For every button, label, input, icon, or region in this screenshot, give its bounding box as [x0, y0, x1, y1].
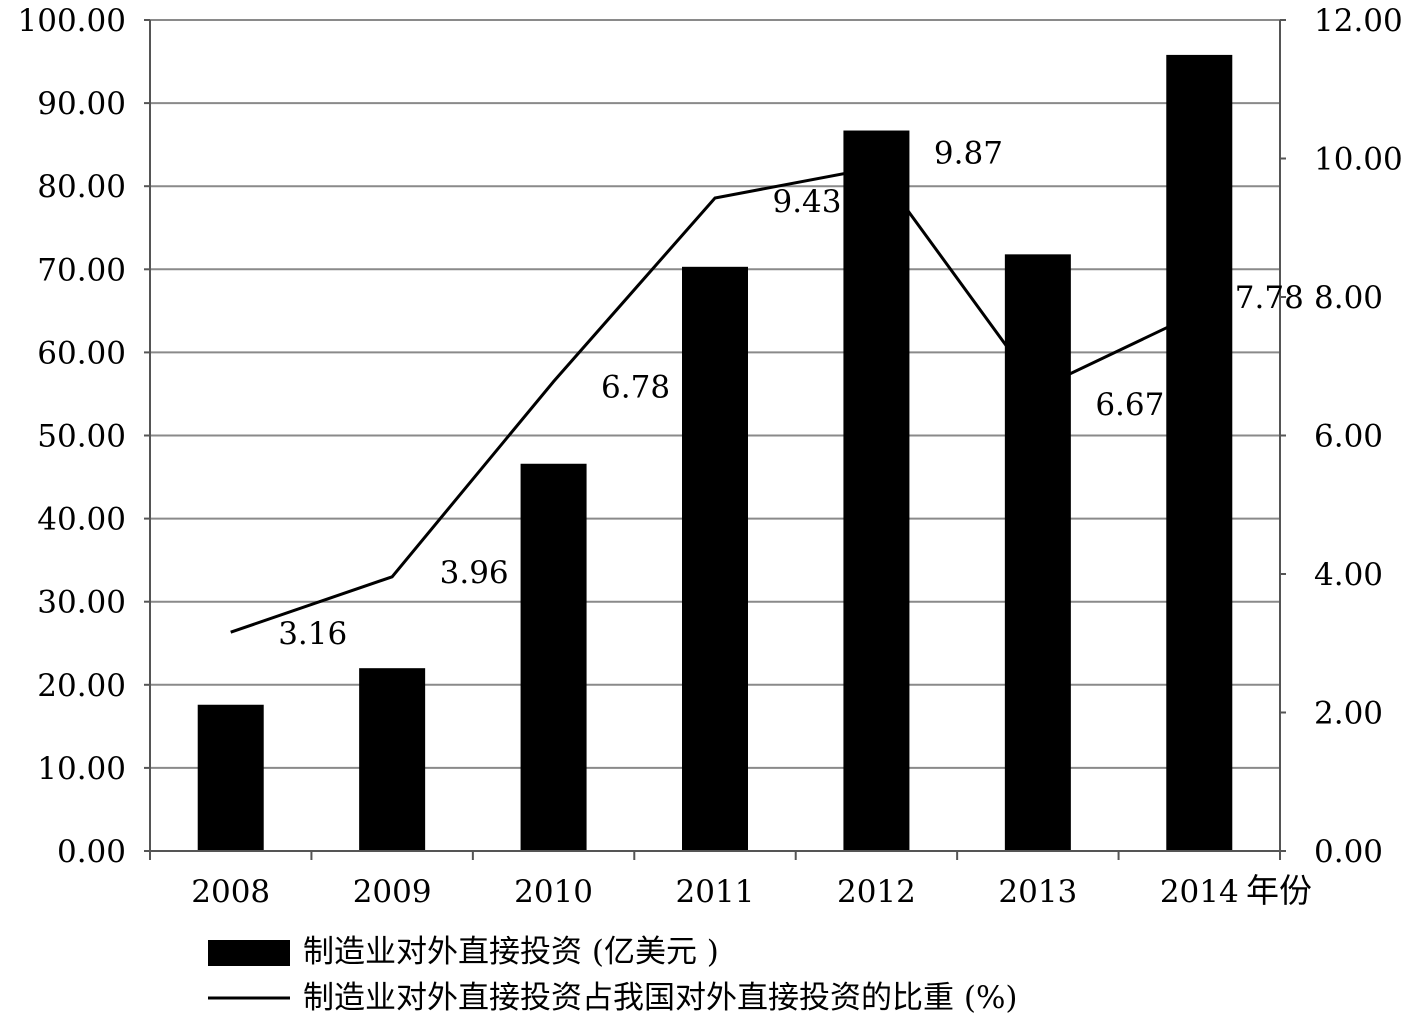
left-axis-tick-label: 60.00 [37, 335, 126, 371]
left-axis-tick-label: 80.00 [37, 169, 126, 205]
right-axis-tick-label: 4.00 [1314, 557, 1383, 593]
right-axis-tick-label: 2.00 [1314, 696, 1383, 732]
left-axis-tick-label: 0.00 [57, 834, 126, 870]
line-data-label: 6.78 [601, 369, 670, 405]
line-data-label: 7.78 [1235, 280, 1304, 316]
share-line [230, 165, 1200, 634]
bar [197, 704, 264, 851]
legend-bar-label: 制造业对外直接投资 (亿美元 ) [303, 934, 719, 970]
line-data-label: 3.16 [278, 616, 347, 652]
left-axis-tick-label: 30.00 [37, 585, 126, 621]
left-axis-tick-label: 100.00 [18, 3, 126, 39]
bar-series [197, 54, 1233, 852]
right-axis-tick-label: 0.00 [1314, 834, 1383, 870]
left-axis-tick-label: 90.00 [37, 86, 126, 122]
legend-line-label: 制造业对外直接投资占我国对外直接投资的比重 (%) [303, 980, 1018, 1016]
left-axis-tick-label: 20.00 [37, 668, 126, 704]
right-axis-tick-label: 6.00 [1314, 419, 1383, 455]
x-axis-tick-label: 2012 [837, 874, 916, 910]
bar [520, 463, 587, 851]
x-axis-tick-label: 2010 [514, 874, 593, 910]
left-axis-tick-label: 40.00 [37, 502, 126, 538]
axes [144, 19, 1286, 860]
line-data-label: 6.67 [1095, 387, 1164, 423]
x-axis-tick-label: 2008 [191, 874, 270, 910]
x-axis-tick-label: 2009 [353, 874, 432, 910]
x-axis-tick-labels: 2008 2009 2010 2011 2012 2013 2014 [191, 874, 1238, 910]
bar [1004, 254, 1071, 852]
left-axis-tick-label: 70.00 [37, 252, 126, 288]
right-axis-tick-labels: 0.00 2.00 4.00 6.00 8.00 10.00 12.00 [1314, 3, 1403, 870]
line-data-label: 9.43 [772, 184, 841, 220]
legend: 制造业对外直接投资 (亿美元 ) 制造业对外直接投资占我国对外直接投资的比重 (… [208, 934, 1018, 1016]
line-data-label: 9.87 [934, 136, 1003, 172]
x-axis-tick-label: 2014 [1160, 874, 1239, 910]
line-series [230, 165, 1200, 634]
line-data-labels: 3.16 3.96 6.78 9.43 9.87 6.67 7.78 [278, 136, 1304, 653]
left-axis-tick-labels: 0.00 10.00 20.00 30.00 40.00 50.00 60.00 70.00 8… [18, 3, 126, 870]
right-axis-tick-label: 8.00 [1314, 280, 1383, 316]
x-axis-tick-label: 2013 [998, 874, 1077, 910]
right-axis-tick-label: 10.00 [1314, 142, 1403, 178]
bar [843, 130, 910, 851]
x-axis-unit-label: 年份 [1246, 871, 1312, 910]
left-axis-tick-label: 10.00 [37, 751, 126, 787]
left-axis-tick-label: 50.00 [37, 419, 126, 455]
bar [1166, 54, 1233, 852]
legend-bar-swatch [208, 940, 290, 966]
line-data-label: 3.96 [440, 555, 509, 591]
bar [682, 266, 748, 851]
bar [359, 668, 426, 851]
right-axis-tick-label: 12.00 [1314, 3, 1403, 39]
x-axis-tick-label: 2011 [676, 874, 755, 910]
